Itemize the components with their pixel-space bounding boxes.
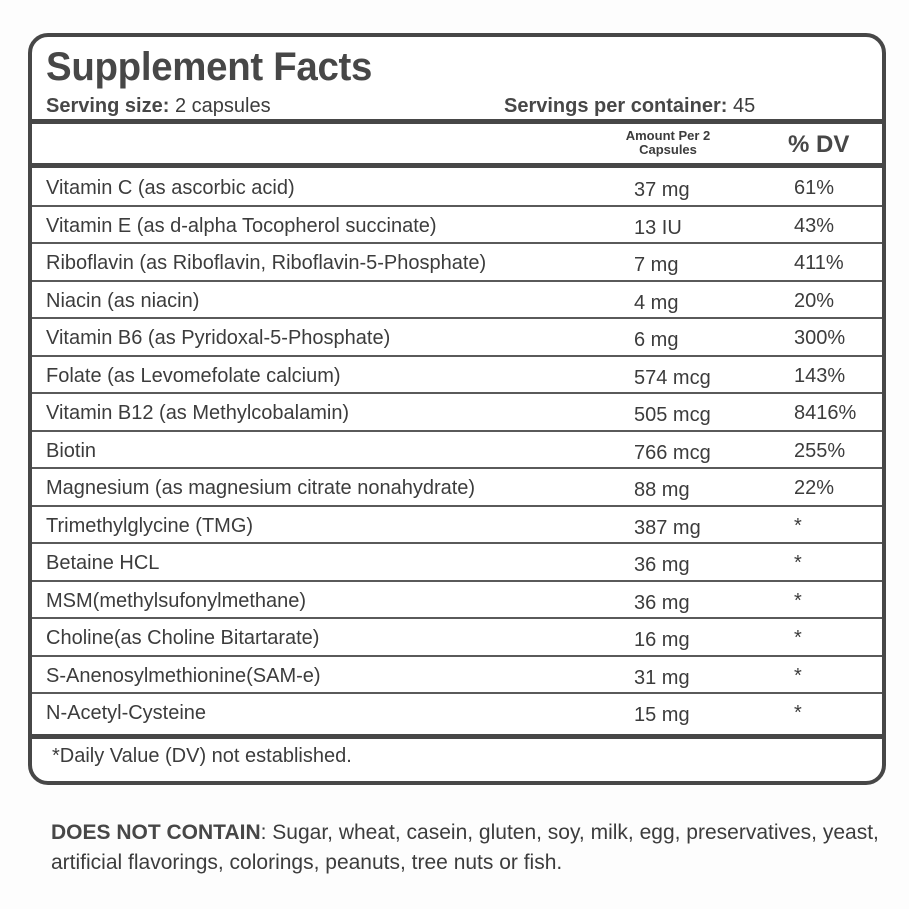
ingredient-dv: 411% xyxy=(794,252,844,274)
ingredient-name: Vitamin E (as d-alpha Tocopherol succina… xyxy=(46,214,437,237)
ingredient-name: Folate (as Levomefolate calcium) xyxy=(46,364,341,387)
table-row: N-Acetyl-Cysteine 15 mg * xyxy=(32,694,882,732)
ingredient-amount: 36 mg xyxy=(634,554,690,576)
column-header-amount: Amount Per 2 Capsules xyxy=(610,129,726,157)
ingredient-dv: * xyxy=(794,664,802,687)
table-row: Betaine HCL 36 mg * xyxy=(32,544,882,582)
ingredient-dv: 43% xyxy=(794,214,835,237)
column-header-dv: % DV xyxy=(788,131,850,158)
header-rule xyxy=(32,119,882,124)
table-row: Vitamin B6 (as Pyridoxal-5-Phosphate) 6 m… xyxy=(32,319,882,357)
ingredient-name: Betaine HCL xyxy=(46,552,160,574)
table-row: Niacin (as niacin) 4 mg 20% xyxy=(32,282,882,319)
disclaimer-text: : Sugar, wheat, casein, gluten, soy, mil… xyxy=(51,821,879,874)
ingredient-amount: 766 mcg xyxy=(634,441,711,464)
ingredient-amount: 15 mg xyxy=(634,704,690,726)
allergen-disclaimer: DOES NOT CONTAIN: Sugar, wheat, casein, … xyxy=(51,818,881,878)
ingredient-amount: 7 mg xyxy=(634,254,679,276)
ingredient-dv: 61% xyxy=(794,177,835,199)
ingredient-amount: 387 mg xyxy=(634,516,701,539)
ingredient-name: Choline(as Choline Bitartarate) xyxy=(46,627,320,649)
table-row: Biotin 766 mcg 255% xyxy=(32,432,882,469)
table-row: Vitamin B12 (as Methylcobalamin) 505 mcg 8… xyxy=(32,394,882,432)
table-row: Vitamin C (as ascorbic acid) 37 mg 61% xyxy=(32,169,882,207)
table-row: Vitamin E (as d-alpha Tocopherol succina… xyxy=(32,207,882,244)
ingredient-name: Vitamin B6 (as Pyridoxal-5-Phosphate) xyxy=(46,327,391,349)
table-row: Folate (as Levomefolate calcium) 574 mcg 1… xyxy=(32,357,882,394)
ingredient-amount: 574 mcg xyxy=(634,366,711,389)
table-row: Trimethylglycine (TMG) 387 mg * xyxy=(32,507,882,544)
ingredient-dv: * xyxy=(794,514,802,537)
ingredient-amount: 13 IU xyxy=(634,216,682,239)
ingredient-amount: 36 mg xyxy=(634,591,690,614)
table-row: Riboflavin (as Riboflavin, Riboflavin-5-… xyxy=(32,244,882,282)
ingredient-dv: * xyxy=(794,702,802,724)
amount-header-line2: Capsules xyxy=(639,142,697,157)
ingredient-dv: * xyxy=(794,589,802,612)
supplement-facts-panel: Supplement Facts Serving size: 2 capsule… xyxy=(28,33,886,785)
ingredient-amount: 31 mg xyxy=(634,666,690,689)
ingredient-name: N-Acetyl-Cysteine xyxy=(46,702,207,724)
ingredient-dv: 143% xyxy=(794,364,846,387)
amount-header-line1: Amount Per 2 xyxy=(625,128,711,143)
ingredient-table: Vitamin C (as ascorbic acid) 37 mg 61% Vit… xyxy=(32,169,882,732)
ingredient-name: Biotin xyxy=(46,439,97,462)
ingredient-dv: 22% xyxy=(794,477,835,499)
ingredient-name: Magnesium (as magnesium citrate nonahydr… xyxy=(46,477,476,499)
serving-size-value: 2 capsules xyxy=(174,95,271,117)
ingredient-name: Vitamin B12 (as Methylcobalamin) xyxy=(46,402,350,424)
ingredient-dv: 8416% xyxy=(794,402,857,424)
ingredient-dv: 20% xyxy=(794,289,835,312)
table-row: Choline(as Choline Bitartarate) 16 mg * xyxy=(32,619,882,657)
ingredient-amount: 6 mg xyxy=(634,329,679,351)
ingredient-name: Riboflavin (as Riboflavin, Riboflavin-5-… xyxy=(46,252,487,274)
servings-per-container: Servings per container: 45 xyxy=(504,93,755,119)
ingredient-dv: * xyxy=(794,627,802,649)
table-row: S-Anenosylmethionine(SAM-e) 31 mg * xyxy=(32,657,882,694)
disclaimer-label: DOES NOT CONTAIN xyxy=(51,821,261,844)
ingredient-name: Trimethylglycine (TMG) xyxy=(46,514,254,537)
table-row: MSM(methylsufonylmethane) 36 mg * xyxy=(32,582,882,619)
ingredient-amount: 16 mg xyxy=(634,629,690,651)
panel-title: Supplement Facts xyxy=(46,45,373,89)
ingredient-amount: 4 mg xyxy=(634,291,679,314)
servings-per-container-value: 45 xyxy=(732,95,756,117)
servings-per-container-label: Servings per container: xyxy=(504,95,728,117)
ingredient-amount: 88 mg xyxy=(634,479,690,501)
ingredient-name: S-Anenosylmethionine(SAM-e) xyxy=(46,664,321,687)
ingredient-dv: * xyxy=(794,552,802,574)
ingredient-dv: 255% xyxy=(794,439,846,462)
ingredient-name: MSM(methylsufonylmethane) xyxy=(46,589,307,612)
ingredient-name: Niacin (as niacin) xyxy=(46,289,200,312)
ingredient-amount: 505 mcg xyxy=(634,404,711,426)
ingredient-amount: 37 mg xyxy=(634,179,690,201)
table-row: Magnesium (as magnesium citrate nonahydr… xyxy=(32,469,882,507)
ingredient-name: Vitamin C (as ascorbic acid) xyxy=(46,177,295,199)
dv-footnote: *Daily Value (DV) not established. xyxy=(52,745,352,767)
ingredient-dv: 300% xyxy=(794,327,846,349)
serving-size: Serving size: 2 capsules xyxy=(46,93,271,119)
column-header-rule xyxy=(32,163,882,168)
serving-size-label: Serving size: xyxy=(46,95,170,117)
footnote-rule xyxy=(32,734,882,739)
